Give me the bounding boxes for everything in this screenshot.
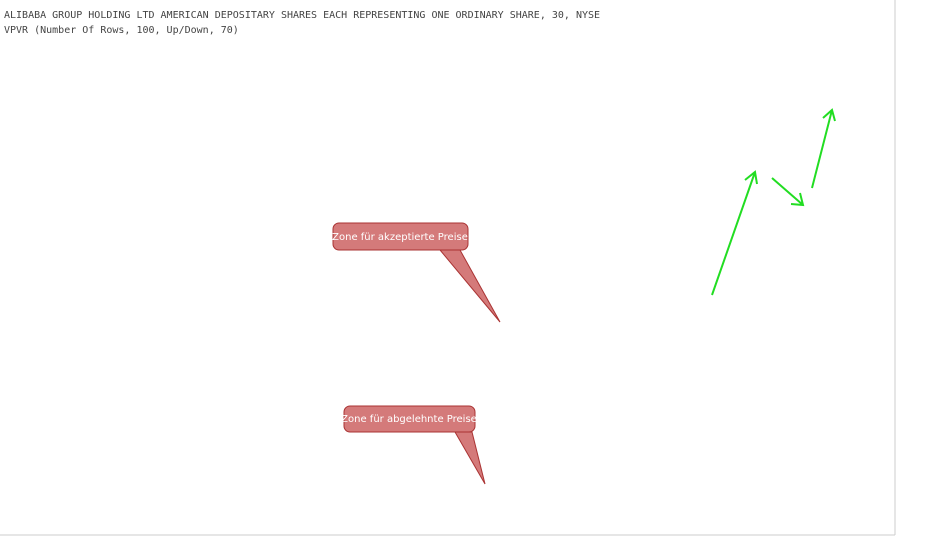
annotation: Zone für akzeptierte Preise xyxy=(332,232,468,243)
callout-box xyxy=(332,222,469,251)
chart-title: ALIBABA GROUP HOLDING LTD AMERICAN DEPOS… xyxy=(4,10,600,21)
arrow xyxy=(811,108,836,189)
indicator-label: VPVR (Number Of Rows, 100, Up/Down, 70) xyxy=(4,25,239,36)
annotation: Zone für abgelehnte Preise xyxy=(341,414,477,425)
callout-box xyxy=(343,405,476,433)
arrow xyxy=(711,170,758,296)
arrow xyxy=(771,177,805,207)
